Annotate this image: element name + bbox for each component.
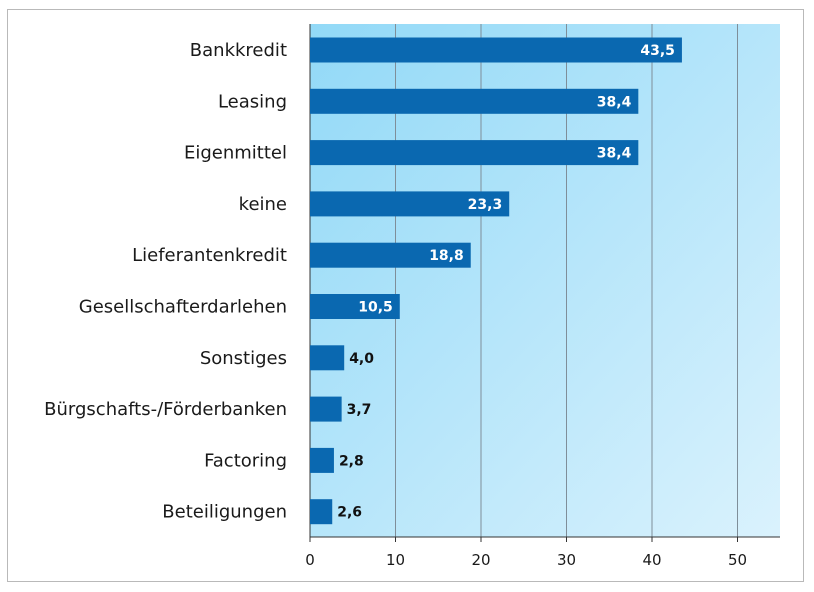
data-label: 43,5 [640, 43, 675, 59]
bar [310, 499, 333, 525]
data-label: 23,3 [468, 197, 503, 213]
data-label: 38,4 [597, 94, 632, 110]
data-label: 10,5 [358, 300, 393, 316]
x-tick-label: 40 [642, 551, 661, 569]
bars [310, 37, 682, 525]
x-tick-label: 50 [728, 551, 747, 569]
bar [310, 345, 345, 371]
category-label: Eigenmittel [184, 143, 287, 164]
category-labels: Bankkredit Leasing Eigenmittel keine Liefera… [44, 40, 287, 523]
x-tick-labels: 0 10 20 30 40 50 [305, 537, 747, 569]
data-label: 2,6 [337, 505, 362, 521]
value-labels: 43,5 38,4 38,4 23,3 18,8 10,5 4,0 3,7 2,8 2,6 [337, 43, 675, 521]
category-label: Lieferantenkredit [132, 245, 287, 266]
bar [310, 396, 342, 422]
category-label: Leasing [218, 91, 287, 112]
category-label: Beteiligungen [162, 502, 287, 523]
category-label: Bürgschafts-/Förderbanken [44, 399, 287, 420]
data-label: 2,8 [339, 453, 364, 469]
category-label: Bankkredit [190, 40, 287, 61]
bar [310, 294, 400, 319]
bar [310, 88, 639, 114]
bar [310, 242, 471, 268]
data-label: 18,8 [429, 248, 464, 264]
data-label: 4,0 [349, 351, 374, 367]
bar [310, 447, 334, 473]
bar [310, 37, 682, 63]
category-label: keine [239, 194, 287, 215]
data-label: 3,7 [347, 402, 372, 418]
data-label: 38,4 [597, 146, 632, 162]
category-label: Factoring [204, 450, 287, 471]
bar [310, 191, 510, 217]
x-tick-label: 0 [305, 551, 315, 569]
x-tick-label: 30 [557, 551, 576, 569]
x-tick-label: 20 [471, 551, 490, 569]
category-label: Sonstiges [200, 348, 287, 369]
bar [310, 140, 639, 166]
x-tick-label: 10 [386, 551, 405, 569]
category-label: Gesellschafterdarlehen [79, 297, 287, 318]
